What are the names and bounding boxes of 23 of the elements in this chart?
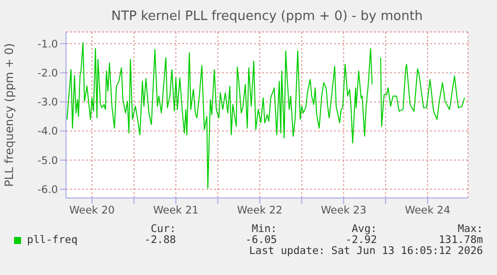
legend-label: pll-freq	[27, 234, 78, 246]
x-tick-label: Week 22	[237, 204, 282, 216]
text: Max:	[458, 223, 483, 235]
y-tick-label: -6.0	[38, 184, 58, 196]
x-tick-label: Week 24	[404, 204, 451, 216]
x-tick-label: Week 23	[320, 204, 366, 216]
text: Cur:	[150, 223, 176, 235]
y-tick-label: -3.0	[38, 96, 58, 109]
y-tick-label: -5.0	[38, 154, 58, 167]
text: -2.88	[144, 234, 176, 246]
y-axis-title: PLL frequency (ppm + 0)	[2, 43, 16, 187]
chart-title: NTP kernel PLL frequency (ppm + 0) - by month	[110, 9, 424, 24]
x-tick-label: Week 21	[153, 204, 199, 216]
y-tick-label: -4.0	[38, 126, 58, 138]
text: -2.92	[345, 234, 377, 246]
text: -6.05	[245, 234, 277, 246]
text: 131.78m	[438, 234, 483, 246]
text: Min:	[252, 223, 277, 235]
text: Last update: Sat Jun 13 16:05:12 2026	[249, 245, 483, 257]
y-tick-label: -1.0	[38, 38, 58, 50]
y-tick-label: -2.0	[38, 68, 58, 80]
text: Avg:	[352, 223, 377, 235]
x-tick-label: Week 20	[69, 204, 115, 216]
